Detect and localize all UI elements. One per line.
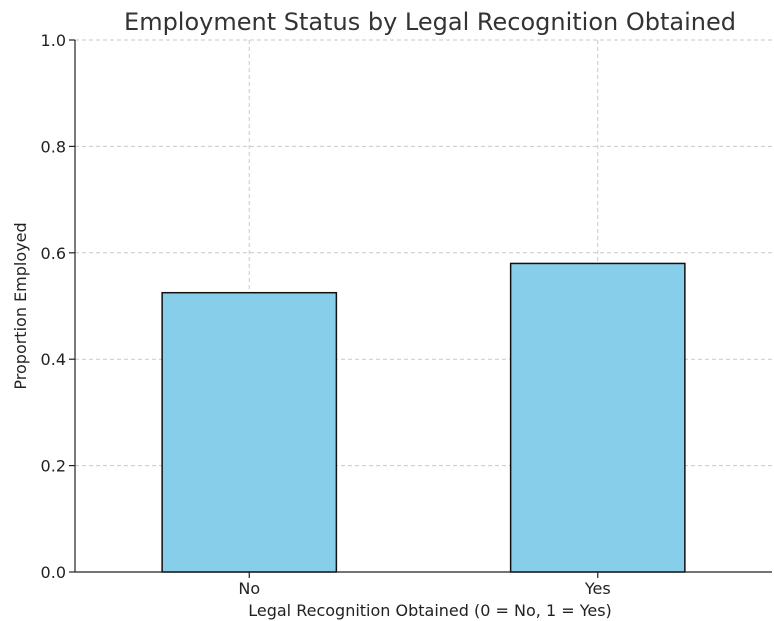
y-axis-label: Proportion Employed [11, 222, 30, 389]
y-tick-label: 0.4 [41, 350, 66, 369]
x-tick-label-no: No [238, 579, 260, 598]
x-tick-label-yes: Yes [584, 579, 611, 598]
y-tick-label: 0.0 [41, 563, 66, 582]
bar-no [161, 291, 338, 573]
y-tick-label: 0.8 [41, 137, 66, 156]
x-ticks: No Yes [238, 572, 611, 598]
y-tick-label: 0.6 [41, 244, 66, 263]
y-tick-label: 0.2 [41, 457, 66, 476]
bars [161, 262, 686, 573]
y-tick-label: 1.0 [41, 31, 66, 50]
x-axis-label: Legal Recognition Obtained (0 = No, 1 = … [248, 601, 612, 620]
bar-yes [509, 262, 686, 573]
y-ticks: 0.0 0.2 0.4 0.6 0.8 1.0 [41, 31, 75, 582]
chart-title: Employment Status by Legal Recognition O… [124, 8, 736, 36]
